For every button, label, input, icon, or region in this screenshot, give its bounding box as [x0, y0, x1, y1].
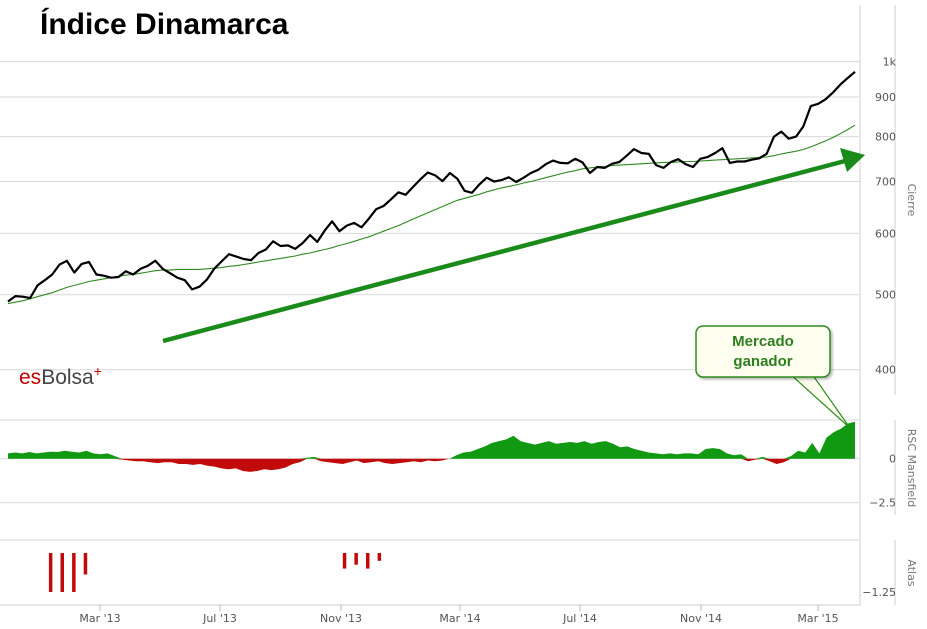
rsc-gridlines: [0, 419, 860, 504]
rsc-tick-label: 0: [889, 453, 896, 466]
x-tick-label: Jul '13: [202, 612, 237, 625]
moving-average-line: [7, 124, 856, 305]
x-tick-label: Mar '13: [79, 612, 120, 625]
annotation-line1: Mercado: [732, 333, 794, 350]
price-gridlines: [0, 61, 860, 371]
brand-sup: +: [94, 363, 102, 379]
x-tick-label: Nov '13: [320, 612, 362, 625]
rsc-mansfield-area: [8, 421, 855, 472]
brand-main: Bolsa: [41, 366, 94, 389]
atlas-axis-ticks: −1.25: [0, 539, 896, 599]
chart-title: Índice Dinamarca: [40, 7, 289, 41]
price-tick-label: 500: [875, 289, 896, 302]
atlas-bar: [83, 553, 88, 575]
price-tick-label: 700: [875, 176, 896, 189]
price-axis-ticks: 400 500 600 700 800 900 1k: [875, 56, 897, 377]
atlas-tick-label: −1.25: [862, 586, 896, 599]
price-tick-label: 800: [875, 131, 896, 144]
atlas-bar: [48, 553, 53, 592]
price-tick-label: 600: [875, 227, 896, 240]
rsc-positive-area: [8, 421, 855, 459]
rsc-axis-title: RSC Mansfield: [905, 429, 918, 507]
frame: [0, 5, 896, 606]
price-tick-label: 400: [875, 364, 896, 377]
x-tick-label: Mar '15: [797, 612, 838, 625]
price-axis-title: Cierre: [905, 184, 918, 217]
atlas-axis-title: Atlas: [905, 559, 918, 586]
brand-prefix: es: [19, 366, 41, 389]
atlas-bar: [366, 553, 370, 569]
atlas-bar: [72, 553, 76, 592]
atlas-bar: [342, 553, 347, 569]
atlas-bars: [48, 553, 382, 592]
atlas-bar: [354, 553, 358, 565]
atlas-bar: [377, 553, 382, 561]
trend-arrow: [162, 148, 865, 344]
rsc-tick-label: −2.5: [869, 497, 896, 510]
brand-logo: esBolsa+: [19, 363, 102, 389]
annotation-callout: Mercado ganador: [695, 325, 851, 429]
atlas-bar: [60, 553, 64, 592]
annotation-line2: ganador: [733, 353, 792, 370]
rsc-axis-ticks: 0 −2.5: [869, 453, 896, 510]
x-tick-label: Jul '14: [562, 612, 597, 625]
rsc-negative-area: [8, 458, 855, 472]
x-axis-ticks: Mar '13 Jul '13 Nov '13 Mar '14 Jul '14 Nov '…: [79, 605, 839, 625]
x-tick-label: Mar '14: [439, 612, 480, 625]
price-tick-label: 900: [875, 91, 896, 104]
price-tick-label: 1k: [883, 56, 897, 69]
x-tick-label: Nov '14: [680, 612, 722, 625]
close-price-line: [7, 70, 856, 303]
